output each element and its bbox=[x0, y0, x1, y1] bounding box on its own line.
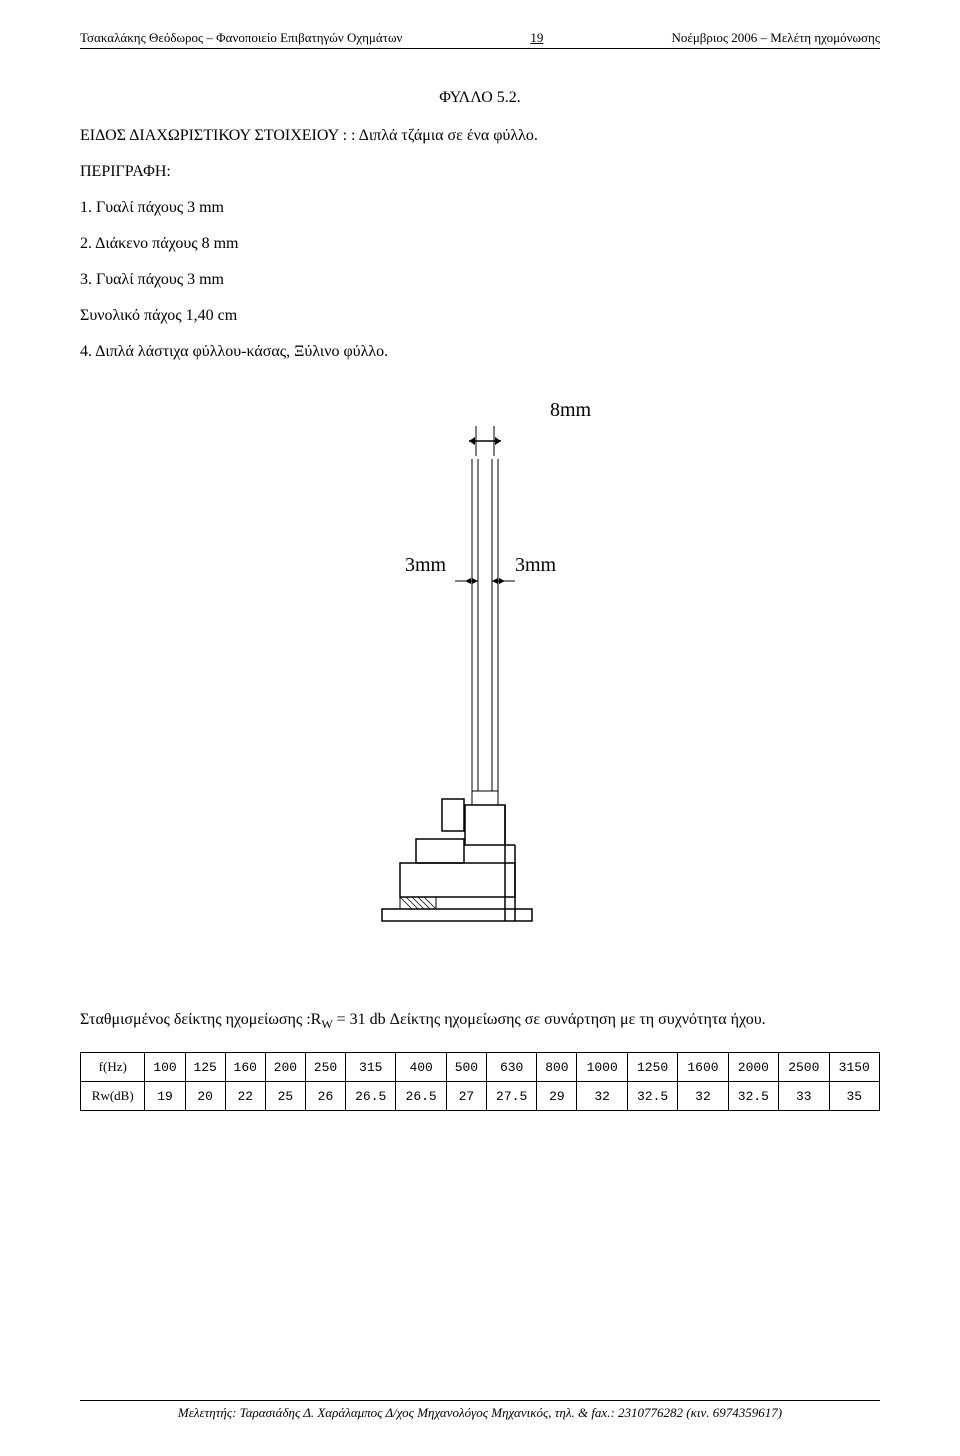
cell: 25 bbox=[265, 1082, 305, 1111]
page-footer: Μελετητής: Ταρασιάδης Δ. Χαράλαμπος Δ/χο… bbox=[80, 1400, 880, 1421]
cell: 32 bbox=[577, 1082, 627, 1111]
cell: 100 bbox=[145, 1053, 185, 1082]
header-right: Νοέμβριος 2006 – Μελέτη ηχομόνωσης bbox=[671, 30, 880, 46]
cell: 26.5 bbox=[346, 1082, 396, 1111]
formula-subscript: W bbox=[321, 1017, 332, 1031]
row-label-rw: Rw(dB) bbox=[81, 1082, 145, 1111]
cell: 500 bbox=[446, 1053, 486, 1082]
row-label-freq: f(Hz) bbox=[81, 1053, 145, 1082]
cell: 160 bbox=[225, 1053, 265, 1082]
cell: 20 bbox=[185, 1082, 225, 1111]
cell: 1600 bbox=[678, 1053, 728, 1082]
cell: 1000 bbox=[577, 1053, 627, 1082]
cell: 400 bbox=[396, 1053, 446, 1082]
label-3mm-left: 3mm bbox=[405, 554, 447, 576]
cell: 33 bbox=[779, 1082, 829, 1111]
frequency-table: f(Hz) 100 125 160 200 250 315 400 500 63… bbox=[80, 1052, 880, 1111]
cross-section-diagram: 8mm 3mm 3mm bbox=[80, 391, 880, 971]
sunoliko-line: Συνολικό πάχος 1,40 cm bbox=[80, 307, 880, 325]
label-3mm-right: 3mm bbox=[515, 554, 557, 576]
cell: 250 bbox=[305, 1053, 345, 1082]
cell: 2000 bbox=[728, 1053, 778, 1082]
item-3: 3. Γυαλί πάχους 3 mm bbox=[80, 271, 880, 289]
page-header: Τσακαλάκης Θεόδωρος – Φανοποιείο Επιβατη… bbox=[80, 30, 880, 49]
table-row: f(Hz) 100 125 160 200 250 315 400 500 63… bbox=[81, 1053, 880, 1082]
item-1: 1. Γυαλί πάχους 3 mm bbox=[80, 199, 880, 217]
cell: 315 bbox=[346, 1053, 396, 1082]
table-row: Rw(dB) 19 20 22 25 26 26.5 26.5 27 27.5 … bbox=[81, 1082, 880, 1111]
formula-rest: = 31 db Δείκτης ηχομείωσης σε συνάρτηση … bbox=[333, 1011, 766, 1028]
eidos-line: ΕΙΔΟΣ ΔΙΑΧΩΡΙΣΤΙΚΟΥ ΣΤΟΙΧΕΙΟΥ : : Διπλά … bbox=[80, 127, 880, 145]
cell: 1250 bbox=[627, 1053, 677, 1082]
cell: 800 bbox=[537, 1053, 577, 1082]
perigrafi-label: ΠΕΡΙΓΡΑΦΗ: bbox=[80, 163, 880, 181]
item-2: 2. Διάκενο πάχους 8 mm bbox=[80, 235, 880, 253]
cell: 630 bbox=[486, 1053, 536, 1082]
cell: 29 bbox=[537, 1082, 577, 1111]
header-center: 19 bbox=[530, 30, 543, 46]
cell: 32.5 bbox=[728, 1082, 778, 1111]
cell: 27.5 bbox=[486, 1082, 536, 1111]
formula-line: Σταθμισμένος δείκτης ηχομείωσης :RW = 31… bbox=[80, 1011, 880, 1032]
footer-text: Μελετητής: Ταρασιάδης Δ. Χαράλαμπος Δ/χο… bbox=[178, 1405, 782, 1420]
formula-prefix: Σταθμισμένος δείκτης ηχομείωσης :R bbox=[80, 1011, 321, 1028]
cell: 22 bbox=[225, 1082, 265, 1111]
cell: 27 bbox=[446, 1082, 486, 1111]
cell: 32.5 bbox=[627, 1082, 677, 1111]
cell: 125 bbox=[185, 1053, 225, 1082]
cell: 200 bbox=[265, 1053, 305, 1082]
cell: 19 bbox=[145, 1082, 185, 1111]
cell: 26 bbox=[305, 1082, 345, 1111]
item-4: 4. Διπλά λάστιχα φύλλου-κάσας, Ξύλινο φύ… bbox=[80, 343, 880, 361]
sheet-title: ΦΥΛΛΟ 5.2. bbox=[80, 89, 880, 107]
header-left: Τσακαλάκης Θεόδωρος – Φανοποιείο Επιβατη… bbox=[80, 30, 402, 46]
cell: 26.5 bbox=[396, 1082, 446, 1111]
cell: 2500 bbox=[779, 1053, 829, 1082]
cell: 32 bbox=[678, 1082, 728, 1111]
cell: 3150 bbox=[829, 1053, 880, 1082]
cell: 35 bbox=[829, 1082, 880, 1111]
label-8mm: 8mm bbox=[550, 399, 592, 421]
